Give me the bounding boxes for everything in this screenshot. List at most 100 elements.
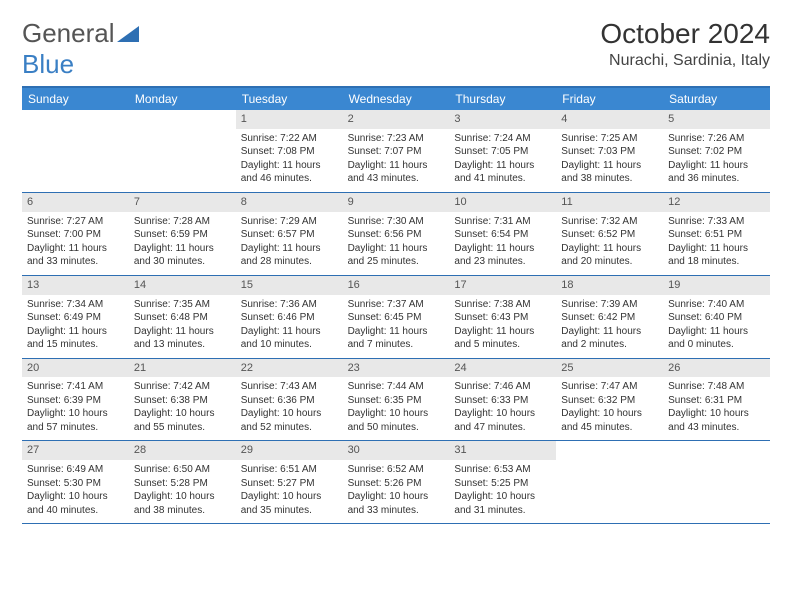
sunset-text: Sunset: 6:39 PM	[27, 394, 124, 408]
daylight-text-1: Daylight: 11 hours	[668, 159, 765, 173]
sunset-text: Sunset: 6:59 PM	[134, 228, 231, 242]
day-number: 8	[236, 193, 343, 212]
sunset-text: Sunset: 6:31 PM	[668, 394, 765, 408]
day-body: Sunrise: 7:31 AMSunset: 6:54 PMDaylight:…	[449, 212, 556, 275]
day-body: Sunrise: 7:26 AMSunset: 7:02 PMDaylight:…	[663, 129, 770, 192]
sunrise-text: Sunrise: 7:32 AM	[561, 215, 658, 229]
day-number: 21	[129, 359, 236, 378]
day-cell: 2Sunrise: 7:23 AMSunset: 7:07 PMDaylight…	[343, 110, 450, 192]
daylight-text-2: and 43 minutes.	[668, 421, 765, 435]
daylight-text-2: and 25 minutes.	[348, 255, 445, 269]
day-body: Sunrise: 7:29 AMSunset: 6:57 PMDaylight:…	[236, 212, 343, 275]
daylight-text-1: Daylight: 10 hours	[27, 407, 124, 421]
day-cell: 14 Sunrise: 7:35 AMSunset: 6:48 PMDayligh…	[129, 276, 236, 358]
day-cell: 7Sunrise: 7:28 AMSunset: 6:59 PMDaylight…	[129, 193, 236, 275]
calendar: SundayMondayTuesdayWednesdayThursdayFrid…	[22, 86, 770, 524]
sunset-text: Sunset: 6:45 PM	[348, 311, 445, 325]
sunrise-text: Sunrise: 7:44 AM	[348, 380, 445, 394]
sunset-text: Sunset: 7:08 PM	[241, 145, 338, 159]
day-of-week-label: Wednesday	[343, 88, 450, 110]
day-cell: 17Sunrise: 7:38 AMSunset: 6:43 PMDayligh…	[449, 276, 556, 358]
day-cell: 12Sunrise: 7:33 AMSunset: 6:51 PMDayligh…	[663, 193, 770, 275]
day-number: 15	[236, 276, 343, 295]
month-title: October 2024	[600, 18, 770, 50]
sunrise-text: Sunrise: 7:48 AM	[668, 380, 765, 394]
day-number: 19	[663, 276, 770, 295]
sunrise-text: Sunrise: 6:49 AM	[27, 463, 124, 477]
day-cell: 5Sunrise: 7:26 AMSunset: 7:02 PMDaylight…	[663, 110, 770, 192]
daylight-text-1: Daylight: 11 hours	[348, 159, 445, 173]
daylight-text-2: and 45 minutes.	[561, 421, 658, 435]
day-number: 9	[343, 193, 450, 212]
daylight-text-1: Daylight: 11 hours	[241, 242, 338, 256]
daylight-text-2: and 43 minutes.	[348, 172, 445, 186]
sunrise-text: Sunrise: 7:29 AM	[241, 215, 338, 229]
day-number: 14	[129, 276, 236, 295]
day-cell: 26Sunrise: 7:48 AMSunset: 6:31 PMDayligh…	[663, 359, 770, 441]
day-cell: 21Sunrise: 7:42 AMSunset: 6:38 PMDayligh…	[129, 359, 236, 441]
daylight-text-1: Daylight: 11 hours	[454, 159, 551, 173]
sunset-text: Sunset: 6:51 PM	[668, 228, 765, 242]
daylight-text-2: and 18 minutes.	[668, 255, 765, 269]
weeks-container: 1Sunrise: 7:22 AMSunset: 7:08 PMDaylight…	[22, 110, 770, 524]
sunrise-text: Sunrise: 7:37 AM	[348, 298, 445, 312]
daylight-text-1: Daylight: 11 hours	[241, 325, 338, 339]
sunset-text: Sunset: 6:43 PM	[454, 311, 551, 325]
sunset-text: Sunset: 6:46 PM	[241, 311, 338, 325]
sunset-text: Sunset: 6:56 PM	[348, 228, 445, 242]
sunrise-text: Sunrise: 7:35 AM	[134, 298, 231, 312]
day-body: Sunrise: 7:39 AMSunset: 6:42 PMDaylight:…	[556, 295, 663, 358]
logo-text-1: General	[22, 18, 115, 48]
day-cell: 18Sunrise: 7:39 AMSunset: 6:42 PMDayligh…	[556, 276, 663, 358]
daylight-text-1: Daylight: 10 hours	[561, 407, 658, 421]
daylight-text-1: Daylight: 11 hours	[348, 325, 445, 339]
empty-cell	[556, 441, 663, 523]
day-number: 2	[343, 110, 450, 129]
sunset-text: Sunset: 5:25 PM	[454, 477, 551, 491]
sunrise-text: Sunrise: 7:30 AM	[348, 215, 445, 229]
sunset-text: Sunset: 6:32 PM	[561, 394, 658, 408]
day-number: 12	[663, 193, 770, 212]
daylight-text-1: Daylight: 11 hours	[27, 242, 124, 256]
sunrise-text: Sunrise: 7:46 AM	[454, 380, 551, 394]
daylight-text-2: and 10 minutes.	[241, 338, 338, 352]
daylight-text-1: Daylight: 10 hours	[454, 407, 551, 421]
daylight-text-1: Daylight: 11 hours	[134, 325, 231, 339]
daylight-text-2: and 28 minutes.	[241, 255, 338, 269]
daylight-text-2: and 30 minutes.	[134, 255, 231, 269]
sunset-text: Sunset: 5:28 PM	[134, 477, 231, 491]
daylight-text-2: and 7 minutes.	[348, 338, 445, 352]
sunset-text: Sunset: 7:02 PM	[668, 145, 765, 159]
sunset-text: Sunset: 6:57 PM	[241, 228, 338, 242]
day-body: Sunrise: 7:32 AMSunset: 6:52 PMDaylight:…	[556, 212, 663, 275]
day-cell: 20Sunrise: 7:41 AMSunset: 6:39 PMDayligh…	[22, 359, 129, 441]
sunset-text: Sunset: 6:48 PM	[134, 311, 231, 325]
day-cell: 11Sunrise: 7:32 AMSunset: 6:52 PMDayligh…	[556, 193, 663, 275]
day-number: 6	[22, 193, 129, 212]
day-number: 7	[129, 193, 236, 212]
daylight-text-2: and 57 minutes.	[27, 421, 124, 435]
day-number: 30	[343, 441, 450, 460]
sunset-text: Sunset: 7:00 PM	[27, 228, 124, 242]
logo-triangle-icon	[117, 26, 139, 42]
day-body: Sunrise: 6:50 AMSunset: 5:28 PMDaylight:…	[129, 460, 236, 523]
daylight-text-2: and 5 minutes.	[454, 338, 551, 352]
sunset-text: Sunset: 6:40 PM	[668, 311, 765, 325]
daylight-text-2: and 33 minutes.	[348, 504, 445, 518]
day-cell: 24Sunrise: 7:46 AMSunset: 6:33 PMDayligh…	[449, 359, 556, 441]
sunset-text: Sunset: 5:30 PM	[27, 477, 124, 491]
daylight-text-1: Daylight: 11 hours	[668, 242, 765, 256]
daylight-text-1: Daylight: 10 hours	[348, 407, 445, 421]
daylight-text-1: Daylight: 10 hours	[134, 407, 231, 421]
sunrise-text: Sunrise: 6:52 AM	[348, 463, 445, 477]
day-number: 26	[663, 359, 770, 378]
daylight-text-2: and 2 minutes.	[561, 338, 658, 352]
day-number: 25	[556, 359, 663, 378]
day-number: 4	[556, 110, 663, 129]
day-cell: 30Sunrise: 6:52 AMSunset: 5:26 PMDayligh…	[343, 441, 450, 523]
daylight-text-2: and 38 minutes.	[134, 504, 231, 518]
day-cell: 10Sunrise: 7:31 AMSunset: 6:54 PMDayligh…	[449, 193, 556, 275]
day-body: Sunrise: 7:46 AMSunset: 6:33 PMDaylight:…	[449, 377, 556, 440]
day-of-week-label: Thursday	[449, 88, 556, 110]
sunset-text: Sunset: 7:07 PM	[348, 145, 445, 159]
